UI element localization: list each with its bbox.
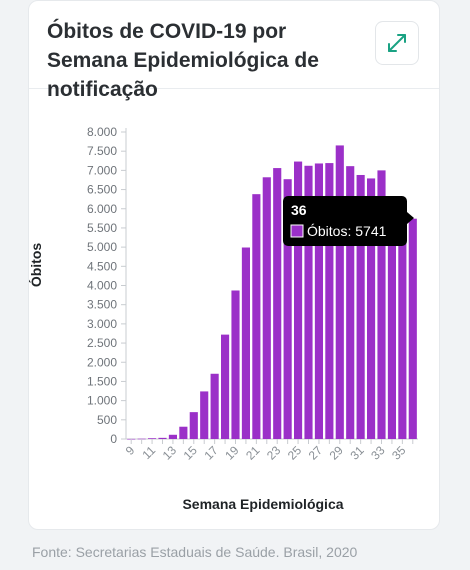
y-tick-label: 0	[110, 432, 117, 446]
y-axis-title: Óbitos	[29, 243, 44, 288]
y-tick-label: 8.000	[87, 125, 117, 139]
bar-week-33	[377, 170, 386, 439]
chart-title: Óbitos de COVID-19 por Semana Epidemioló…	[47, 20, 319, 101]
source-footnote: Fonte: Secretarias Estaduais de Saúde. B…	[32, 544, 358, 560]
x-tick-label: 9	[123, 443, 138, 458]
x-tick-label: 35	[389, 443, 409, 463]
y-tick-label: 3.000	[87, 317, 117, 331]
tooltip-week: 36	[291, 202, 307, 218]
x-tick-label: 21	[243, 443, 263, 463]
bar-week-27	[314, 163, 323, 439]
expand-button[interactable]	[375, 21, 419, 65]
chart-area: 0 500 1.000 1.500 2.000 2.500 3.000 3.500 4.000 4…	[27, 89, 441, 529]
tooltip-box	[283, 196, 407, 246]
y-tick-label: 7.000	[87, 163, 117, 177]
y-tick-label: 2.500	[87, 336, 117, 350]
bar-chart: 0 500 1.000 1.500 2.000 2.500 3.000 3.500 4.000 4…	[27, 125, 418, 512]
bar-week-32	[367, 178, 376, 439]
bar-week-11	[148, 438, 157, 439]
bar-week-35	[398, 212, 407, 439]
bar-week-24	[283, 179, 292, 440]
x-tick-label: 27	[306, 443, 326, 463]
y-tick-label: 3.500	[87, 298, 117, 312]
card-header: Óbitos de COVID-19 por Semana Epidemioló…	[29, 1, 439, 101]
y-tick-label: 6.500	[87, 183, 117, 197]
bar-week-21	[252, 194, 261, 439]
x-tick-label: 19	[222, 443, 242, 463]
x-tick-label: 13	[160, 443, 180, 463]
x-axis-title: Semana Epidemiológica	[182, 496, 343, 512]
y-tick-label: 4.500	[87, 259, 117, 273]
bar-week-20	[241, 247, 250, 439]
y-tick-label: 5.000	[87, 240, 117, 254]
bar-week-15	[189, 412, 198, 439]
bar-week-23	[273, 168, 282, 439]
y-tick-label: 2.000	[87, 355, 117, 369]
y-tick-label: 4.000	[87, 279, 117, 293]
y-tick-label: 7.500	[87, 144, 117, 158]
x-tick-label: 23	[264, 443, 284, 463]
tooltip-pointer	[407, 212, 414, 224]
y-tick-label: 1.500	[87, 374, 117, 388]
bar-week-26	[304, 165, 313, 439]
bar-week-17	[210, 373, 219, 439]
y-tick-label: 500	[97, 413, 117, 427]
y-tick-label: 5.500	[87, 221, 117, 235]
bar-week-31	[356, 174, 365, 439]
bar-week-12	[158, 437, 167, 439]
x-tick-label: 15	[181, 443, 201, 463]
bar-week-30	[346, 166, 355, 439]
x-tick-label: 33	[368, 443, 388, 463]
y-tick-label: 1.000	[87, 394, 117, 408]
x-tick-label: 25	[285, 443, 305, 463]
tooltip-value: Óbitos: 5741	[307, 223, 387, 239]
bar-week-16	[200, 391, 209, 439]
bar-week-10	[137, 438, 146, 440]
bar-week-18	[221, 334, 230, 439]
x-tick-label: 17	[201, 443, 221, 463]
bar-week-28	[325, 163, 334, 439]
bar-week-13	[168, 434, 177, 439]
bar-week-19	[231, 290, 240, 439]
x-tick-label: 31	[347, 443, 367, 463]
tooltip-swatch	[290, 224, 304, 238]
x-tick-label: 11	[139, 443, 158, 462]
bar-week-36	[408, 218, 417, 439]
bar-week-22	[262, 177, 271, 439]
bar-week-14	[179, 426, 188, 439]
expand-arrows-icon	[388, 34, 406, 52]
y-tick-label: 6.000	[87, 202, 117, 216]
bar-week-25	[294, 161, 303, 439]
bar-week-34	[387, 208, 396, 439]
x-tick-label: 29	[327, 443, 347, 463]
bar-week-29	[335, 145, 344, 439]
chart-card: Óbitos de COVID-19 por Semana Epidemioló…	[27, 0, 441, 530]
